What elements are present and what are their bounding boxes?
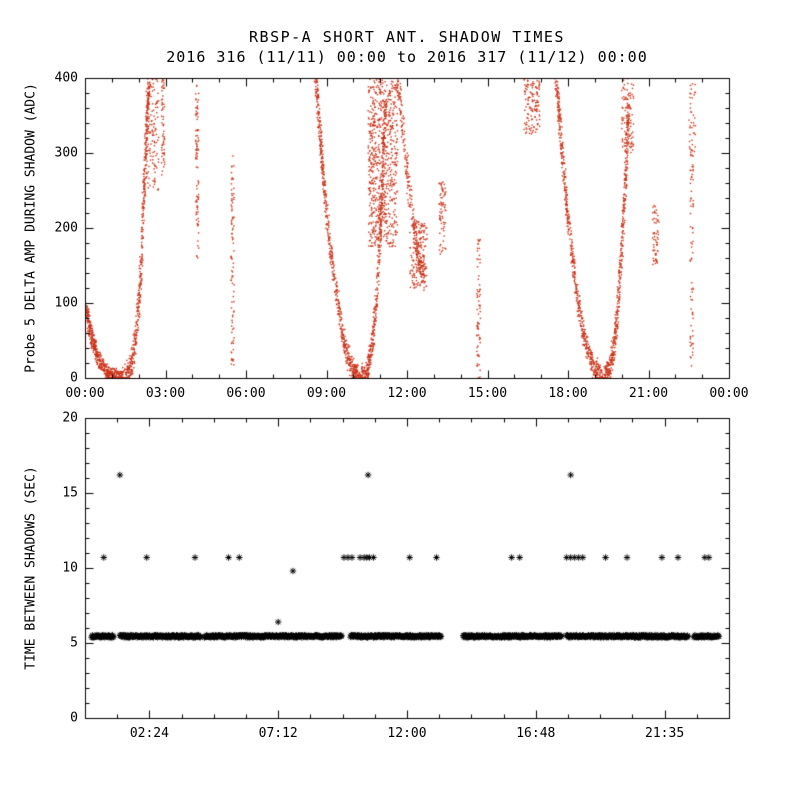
x-tick-label: 09:00 bbox=[306, 386, 347, 401]
y-tick-label: 400 bbox=[54, 70, 78, 86]
y-tick-label: 300 bbox=[54, 145, 78, 161]
x-tick-label: 00:00 bbox=[709, 386, 749, 401]
x-tick-label: 21:35 bbox=[645, 726, 685, 741]
x-tick-label: 02:24 bbox=[129, 726, 169, 741]
y-tick-label: 20 bbox=[62, 410, 78, 426]
y-tick-label: 0 bbox=[70, 370, 78, 386]
x-tick-label: 06:00 bbox=[226, 386, 266, 401]
chart-subtitle: 2016 316 (11/11) 00:00 to 2016 317 (11/1… bbox=[166, 48, 648, 66]
x-tick-label: 07:12 bbox=[258, 726, 298, 741]
x-tick-label: 12:00 bbox=[387, 386, 427, 401]
chart-title: RBSP-A SHORT ANT. SHADOW TIMES bbox=[249, 28, 565, 46]
y-tick-label: 10 bbox=[62, 560, 78, 576]
y-tick-label: 100 bbox=[54, 295, 78, 311]
x-tick-label: 15:00 bbox=[467, 386, 508, 401]
x-tick-label: 03:00 bbox=[145, 386, 186, 401]
x-tick-label: 16:48 bbox=[516, 726, 556, 741]
y-tick-label: 15 bbox=[62, 485, 78, 501]
x-tick-label: 21:00 bbox=[628, 386, 669, 401]
y-tick-label: 0 bbox=[70, 710, 78, 726]
top-y-axis-label: Probe 5 DELTA AMP DURING SHADOW (ADC) bbox=[23, 83, 39, 373]
y-tick-label: 200 bbox=[54, 220, 78, 236]
x-tick-label: 00:00 bbox=[65, 386, 105, 401]
x-tick-label: 12:00 bbox=[387, 726, 427, 741]
y-tick-label: 5 bbox=[70, 635, 78, 651]
bottom-y-axis-label: TIME BETWEEN SHADOWS (SEC) bbox=[23, 466, 39, 670]
x-tick-label: 18:00 bbox=[548, 386, 588, 401]
